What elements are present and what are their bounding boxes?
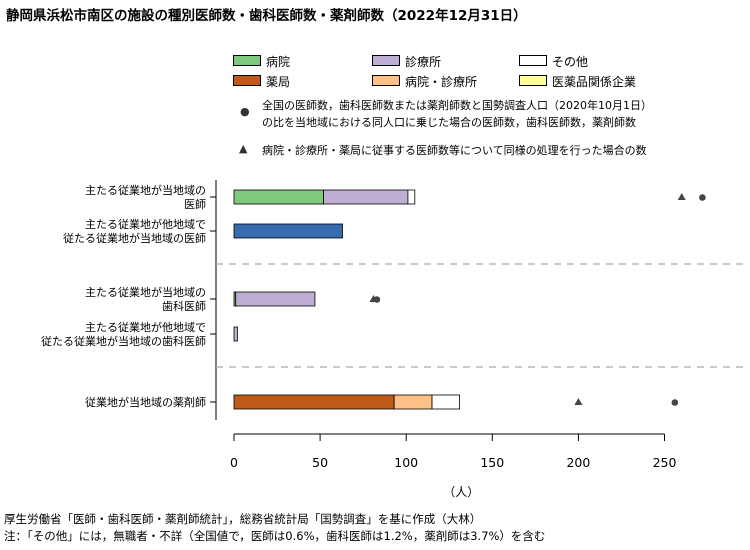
legend-label-other: その他 bbox=[552, 55, 589, 69]
legend-triangle-marker: ▲ bbox=[239, 142, 248, 155]
row-label-2-line-2: 従たる従業地が当地域の医師 bbox=[63, 231, 206, 245]
row-label-1-line-2: 医師 bbox=[184, 198, 206, 211]
x-tick-label-0: 0 bbox=[230, 455, 238, 470]
row-label-1-line-1: 主たる従業地が当地域の bbox=[85, 183, 206, 197]
legend-swatch-clinic bbox=[372, 55, 400, 66]
row-label-3-line-1: 主たる従業地が当地域の bbox=[85, 285, 206, 299]
row-label-4-line-1: 主たる従業地が他地域で bbox=[85, 320, 206, 334]
footnote: 注：「その他」には，無職者・不詳（全国値で，医師は0.6%，歯科医師は1.2%，… bbox=[4, 529, 546, 543]
bar-row4-seg1 bbox=[233, 326, 238, 342]
triangle-marker-row1 bbox=[677, 193, 686, 200]
bar-row2-seg1 bbox=[233, 223, 343, 239]
row-label-2-line-1: 主たる従業地が他地域で bbox=[85, 217, 206, 231]
legend-circle-note-line1: 全国の医師数，歯科医師数または薬剤師数と国勢調査人口（2020年10月1日） bbox=[262, 99, 652, 112]
legend-label-pharmacy: 薬局 bbox=[266, 75, 291, 89]
row-label-5-line-1: 従業地が当地域の薬剤師 bbox=[85, 395, 206, 409]
legend-swatch-pharma-company bbox=[519, 75, 547, 86]
x-tick-label-250: 250 bbox=[653, 455, 677, 470]
legend-swatch-hospital-clinic bbox=[372, 75, 400, 86]
bar-row1-seg2 bbox=[323, 189, 409, 205]
triangle-marker-row5 bbox=[574, 398, 583, 405]
row-label-4-line-2: 従たる従業地が当地域の歯科医師 bbox=[41, 334, 206, 348]
circle-marker-row5 bbox=[671, 399, 679, 406]
legend-swatch-pharmacy bbox=[233, 75, 261, 86]
source-note: 厚生労働省「医師・歯科医師・薬剤師統計」，総務省統計局「国勢調査」を基に作成（大… bbox=[4, 512, 482, 526]
legend-label-hospital: 病院 bbox=[266, 55, 291, 69]
x-axis-label: （人） bbox=[443, 485, 479, 499]
row-label-3-line-2: 歯科医師 bbox=[162, 299, 206, 313]
bar-row5-seg2 bbox=[393, 394, 433, 410]
legend-label-pharma-company: 医薬品関係企業 bbox=[552, 75, 637, 89]
x-tick-label-150: 150 bbox=[480, 455, 504, 470]
bar-row3-seg2 bbox=[235, 291, 316, 307]
legend-circle-marker: ● bbox=[240, 105, 250, 118]
legend-label-hospital-clinic: 病院・診療所 bbox=[405, 75, 478, 89]
x-tick-label-50: 50 bbox=[312, 455, 328, 470]
legend-swatch-hospital bbox=[233, 55, 261, 66]
legend-triangle-note: 病院・診療所・薬局に従事する医師数等について同様の処理を行った場合の数 bbox=[262, 144, 647, 157]
circle-marker-row3 bbox=[373, 296, 381, 303]
circle-marker-row1 bbox=[699, 194, 706, 201]
bar-row5-seg3 bbox=[431, 394, 460, 410]
legend-swatch-other bbox=[519, 55, 547, 66]
bar-row5-seg1 bbox=[233, 394, 395, 410]
chart-title: 静岡県浜松市南区の施設の種別医師数・歯科医師数・薬剤師数（2022年12月31日… bbox=[6, 8, 527, 24]
bar-row1-seg1 bbox=[233, 189, 324, 205]
x-tick-label-100: 100 bbox=[394, 455, 418, 470]
legend-label-clinic: 診療所 bbox=[405, 55, 442, 69]
legend-circle-note-line2: の比を当地域における同人口に乗じた場合の医師数，歯科医師数，薬剤師数 bbox=[262, 116, 636, 129]
bar-row1-seg3 bbox=[407, 189, 416, 205]
x-tick-label-200: 200 bbox=[566, 455, 590, 470]
